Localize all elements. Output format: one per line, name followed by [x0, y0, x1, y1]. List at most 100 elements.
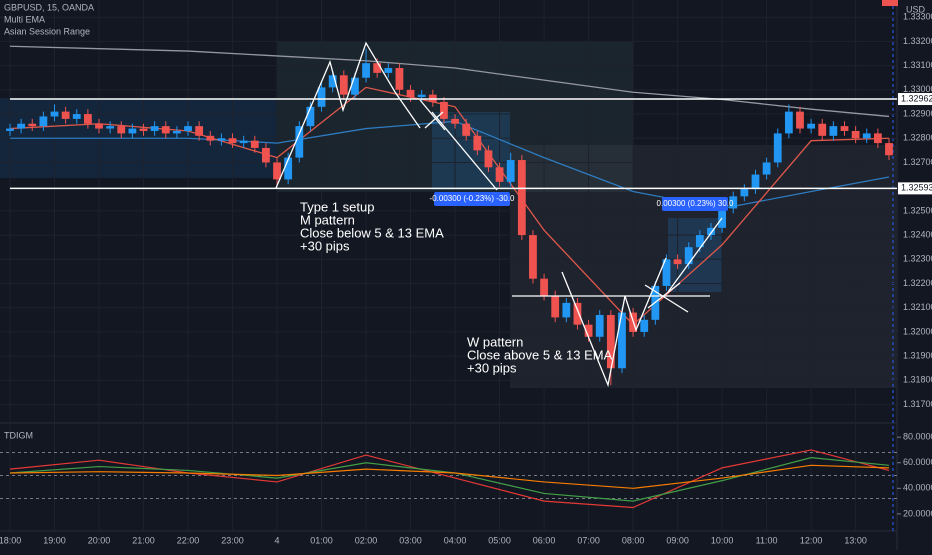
candle-body: [228, 138, 237, 144]
x-tick-label: 08:00: [622, 535, 645, 545]
candle-body: [840, 126, 849, 131]
candle-body: [106, 126, 115, 129]
candle-body: [673, 259, 682, 265]
indicator-label: Multi EMA: [4, 14, 45, 24]
x-tick-label: 10:00: [711, 535, 734, 545]
x-tick-label: 13:00: [844, 535, 867, 545]
y-tick-label: 80.00000: [903, 432, 932, 442]
x-tick-label: 22:00: [177, 535, 200, 545]
candle-body: [540, 278, 548, 296]
x-tick-label: 09:00: [666, 535, 689, 545]
cross-mark: [644, 284, 689, 313]
y-tick-label: 1.32700: [903, 157, 932, 167]
candle-body: [217, 138, 226, 141]
candle-body: [128, 128, 137, 134]
session-box: [510, 145, 896, 388]
candle-body: [95, 123, 103, 129]
y-tick-label: 1.32100: [903, 302, 932, 312]
candle-body: [529, 235, 537, 279]
candle-body: [317, 87, 326, 107]
y-tick-label: 1.32200: [903, 278, 932, 288]
y-tick-label: 1.33100: [903, 60, 932, 70]
annotation: +30 pips: [467, 360, 517, 375]
candle-body: [784, 111, 793, 134]
candle-body: [640, 319, 649, 332]
candle-body: [328, 75, 337, 88]
y-tick-label: 1.33200: [903, 36, 932, 46]
candle-body: [362, 63, 370, 78]
candle-body: [707, 227, 715, 236]
candle-body: [239, 140, 248, 144]
candle-body: [262, 147, 270, 163]
price-tag: [882, 0, 898, 6]
candle-body: [206, 135, 215, 141]
currency-label: USD: [906, 4, 926, 14]
candle-body: [517, 160, 526, 236]
indicator-title: TDIGM: [4, 430, 33, 440]
candle-body: [695, 235, 704, 248]
x-tick-label: 06:00: [533, 535, 556, 545]
candle-body: [506, 160, 515, 182]
y-tick-label: 20.00000: [903, 508, 932, 518]
y-tick-label: 1.32900: [903, 108, 932, 118]
x-tick-label: 11:00: [756, 535, 778, 545]
y-tick-label: 1.31800: [903, 375, 932, 385]
x-tick-label: 03:00: [399, 535, 422, 545]
candle-body: [595, 314, 604, 337]
candle-body: [339, 75, 348, 95]
y-tick-label: 1.33300: [903, 12, 932, 22]
candle-body: [295, 126, 304, 158]
candle-body: [395, 68, 404, 90]
y-tick-label: 1.32500: [903, 205, 932, 215]
x-tick-label: 05:00: [488, 535, 511, 545]
annotation: W pattern: [467, 334, 523, 349]
candle-body: [573, 302, 582, 325]
annotation: Type 1 setup: [300, 199, 374, 214]
candle-body: [762, 162, 771, 175]
level-label: 1.32962: [901, 93, 932, 103]
candle-body: [173, 130, 181, 134]
candle-body: [606, 314, 615, 369]
position-label-bg: [434, 192, 510, 206]
candle-body: [484, 150, 493, 168]
candle-body: [195, 126, 204, 136]
candle-body: [796, 111, 804, 129]
m-pattern: [275, 41, 421, 189]
candle-body: [562, 302, 571, 318]
candle-body: [807, 123, 816, 129]
candle-body: [161, 126, 170, 134]
candle-body: [50, 111, 59, 117]
candle-body: [417, 94, 426, 98]
level-tag: [898, 93, 932, 106]
candle-body: [384, 68, 393, 73]
y-tick-label: 1.32000: [903, 326, 932, 336]
candle-body: [551, 295, 560, 318]
candle-body: [862, 133, 871, 139]
ema-line: [9, 45, 890, 118]
symbol-title: GBPUSD, 15, OANDA: [4, 2, 94, 12]
candle-body: [462, 123, 471, 136]
x-tick-label: 18:00: [0, 535, 21, 545]
position-label: 0.00300 (0.23%) 30.0: [657, 199, 734, 208]
candle-body: [495, 167, 504, 182]
y-tick-label: 1.31900: [903, 351, 932, 361]
candle-body: [662, 259, 671, 286]
y-tick-label: 1.31700: [903, 399, 932, 409]
candle-body: [6, 128, 14, 131]
annotation: +30 pips: [300, 238, 350, 253]
candle-body: [818, 123, 827, 136]
candle-body: [28, 123, 37, 127]
x-tick-label: 21:00: [132, 535, 155, 545]
x-tick-label: 02:00: [355, 535, 378, 545]
plot: [0, 0, 897, 531]
level-label: 1.32593: [901, 183, 932, 193]
candle-body: [473, 135, 482, 151]
cross-mark: [647, 282, 681, 309]
x-tick-label: 19:00: [43, 535, 66, 545]
candle-body: [61, 111, 70, 119]
candle-body: [829, 126, 838, 136]
candle-body: [751, 174, 760, 190]
candle-body: [618, 312, 626, 369]
candle-body: [150, 126, 159, 131]
candle-body: [39, 116, 48, 127]
